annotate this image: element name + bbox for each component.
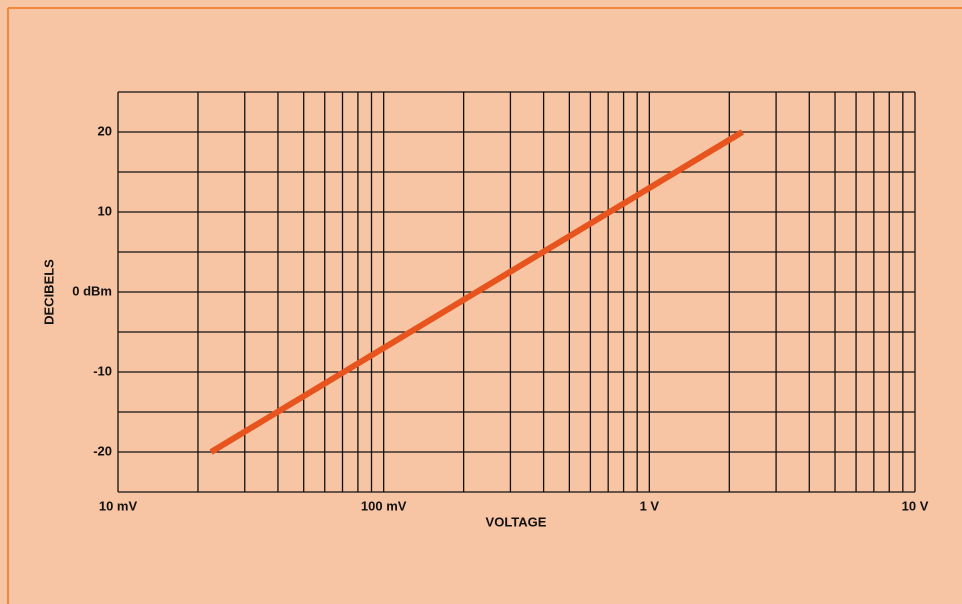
x-tick-label: 100 mV: [361, 498, 407, 513]
y-tick-label: -20: [93, 443, 112, 458]
y-tick-label: 10: [98, 203, 112, 218]
data-line: [209, 129, 744, 455]
y-tick-label: -10: [93, 363, 112, 378]
y-tick-label: 20: [98, 123, 112, 138]
x-tick-label: 1 V: [640, 498, 660, 513]
x-tick-label: 10 V: [902, 498, 929, 513]
x-tick-label: 10 mV: [99, 498, 138, 513]
x-axis-label: VOLTAGE: [486, 514, 547, 529]
y-axis-label: DECIBELS: [41, 259, 56, 325]
y-tick-label: 0 dBm: [72, 283, 112, 298]
